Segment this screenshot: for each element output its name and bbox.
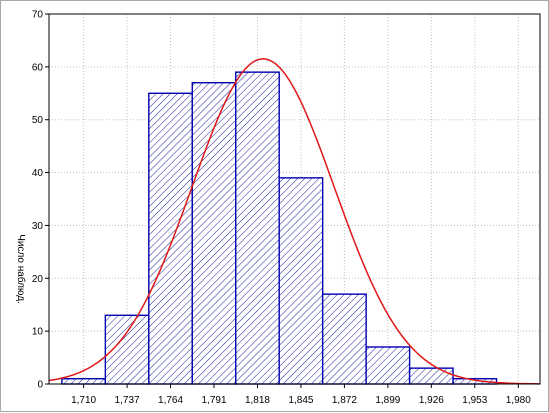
x-tick-label-2: 1,764 xyxy=(158,395,183,406)
y-tick-label-6: 60 xyxy=(32,62,44,73)
histogram-bar-7 xyxy=(365,346,411,385)
y-tick-label-3: 30 xyxy=(32,221,44,232)
y-tick-label-5: 50 xyxy=(32,115,44,126)
x-tick-label-6: 1,872 xyxy=(332,395,357,406)
histogram-bar-2 xyxy=(148,92,193,385)
histogram-bar-4 xyxy=(235,71,280,385)
x-tick-label-10: 1,980 xyxy=(506,395,531,406)
histogram-bar-0 xyxy=(61,378,107,385)
x-tick-label-8: 1,926 xyxy=(419,395,444,406)
histogram-bar-6 xyxy=(321,293,367,385)
y-tick-label-7: 70 xyxy=(32,10,44,21)
x-tick-label-4: 1,818 xyxy=(245,395,270,406)
normal-curve-line xyxy=(48,58,541,385)
histogram-bar-5 xyxy=(278,177,324,385)
x-tick-label-9: 1,953 xyxy=(462,395,487,406)
y-tick-label-1: 10 xyxy=(32,327,44,338)
x-tick-label-7: 1,899 xyxy=(375,395,400,406)
x-tick-label-3: 1,791 xyxy=(201,395,226,406)
tick-labels: 0 10 20 30 40 50 60 70 1,710 1,737 1,764 1,791 1,818… xyxy=(32,10,531,407)
histogram-bar-8 xyxy=(408,367,454,385)
y-tick-label-4: 40 xyxy=(32,168,44,179)
x-tick-label-0: 1,710 xyxy=(71,395,96,406)
y-axis-label: Число наблюд. xyxy=(15,234,27,304)
plot-border xyxy=(48,13,541,385)
y-tick-label-2: 20 xyxy=(32,274,44,285)
x-tick-label-1: 1,737 xyxy=(115,395,140,406)
y-tick-label-0: 0 xyxy=(37,380,43,391)
axes xyxy=(45,13,541,388)
histogram-bars xyxy=(61,71,498,385)
x-tick-label-5: 1,845 xyxy=(288,395,313,406)
histogram-bar-3 xyxy=(191,82,237,385)
normal-fit-curve xyxy=(48,58,541,385)
